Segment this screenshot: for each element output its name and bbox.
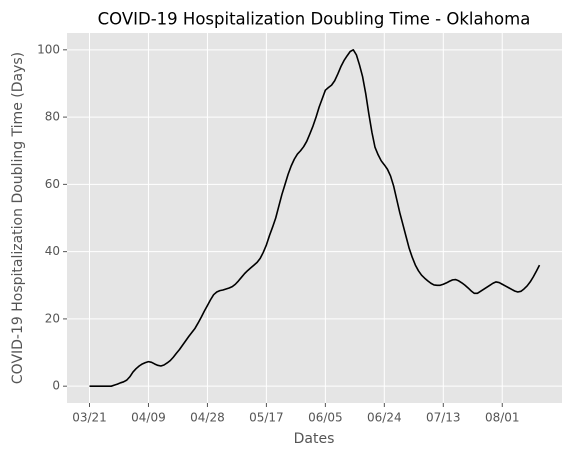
y-tick-label: 80 xyxy=(45,110,60,124)
x-tick-label: 05/17 xyxy=(249,411,284,425)
x-tick-label: 07/13 xyxy=(426,411,461,425)
y-tick-label: 20 xyxy=(45,311,60,325)
x-tick-label: 08/01 xyxy=(485,411,520,425)
chart-title: COVID-19 Hospitalization Doubling Time -… xyxy=(98,10,531,29)
data-line xyxy=(89,49,541,387)
y-tick-label: 40 xyxy=(45,244,60,258)
x-tick-label: 06/24 xyxy=(367,411,402,425)
y-tick-label: 0 xyxy=(52,379,60,393)
plot-area xyxy=(67,33,562,403)
y-tick-label: 60 xyxy=(45,177,60,191)
x-tick-label: 03/21 xyxy=(72,411,107,425)
x-tick-label: 06/05 xyxy=(308,411,343,425)
x-tick-label: 04/28 xyxy=(190,411,225,425)
y-axis-label: COVID-19 Hospitalization Doubling Time (… xyxy=(10,52,26,384)
x-tick-label: 04/09 xyxy=(131,411,166,425)
y-tick-label: 100 xyxy=(37,42,60,56)
x-axis-label: Dates xyxy=(294,431,335,447)
